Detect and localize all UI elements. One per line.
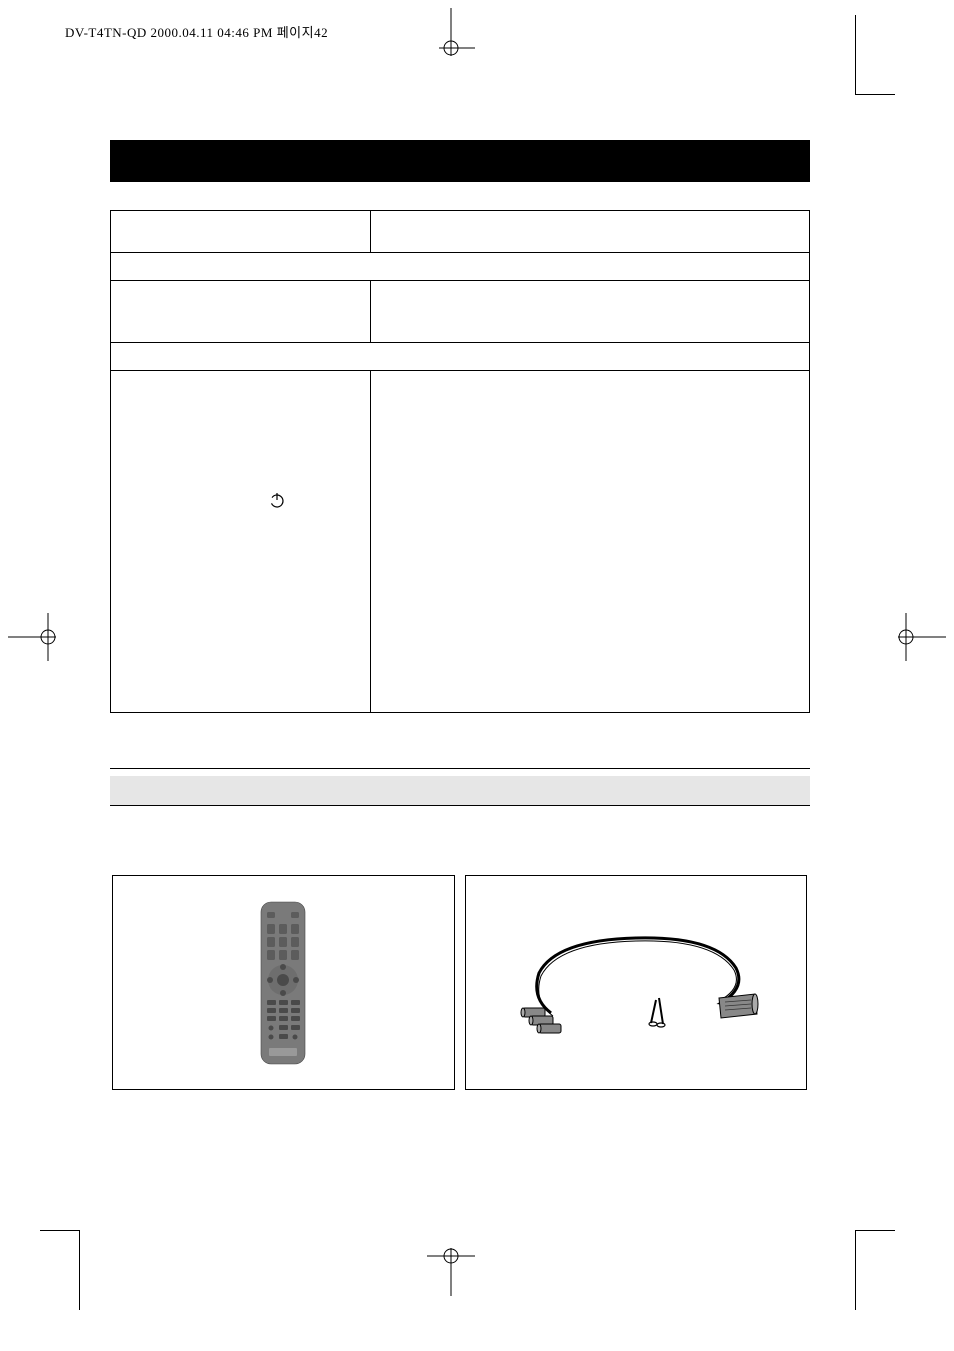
title-banner — [110, 140, 810, 182]
table-cell — [370, 211, 809, 253]
accessories-row — [112, 875, 807, 1090]
registration-mark-icon — [8, 613, 56, 661]
registration-mark-icon — [427, 1248, 475, 1296]
table-cell — [370, 281, 809, 343]
power-icon — [268, 491, 286, 509]
crop-mark — [855, 1230, 895, 1310]
accessory-box — [112, 875, 455, 1090]
remote-control-icon — [255, 898, 311, 1068]
av-cable-icon — [511, 928, 761, 1038]
table-cell — [370, 371, 809, 713]
divider — [110, 768, 810, 769]
table-cell — [111, 281, 371, 343]
section-heading-band — [110, 776, 810, 806]
crop-mark — [40, 1230, 80, 1310]
crop-mark — [855, 15, 895, 95]
table-cell — [111, 371, 371, 713]
registration-mark-icon — [427, 8, 475, 56]
table-cell — [111, 253, 810, 281]
table-cell — [111, 211, 371, 253]
page-header: DV-T4TN-QD 2000.04.11 04:46 PM 페이지42 — [65, 22, 328, 41]
table-cell — [111, 343, 810, 371]
registration-mark-icon — [898, 613, 946, 661]
accessory-box — [465, 875, 808, 1090]
main-table — [110, 210, 810, 713]
